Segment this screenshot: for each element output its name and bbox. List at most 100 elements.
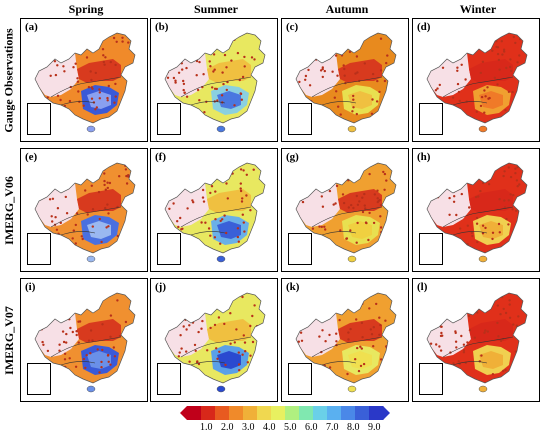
station-dot [299,168,303,172]
station-dot [318,299,321,303]
station-dot [491,237,494,241]
station-dot [448,367,451,370]
station-dot [87,294,91,298]
station-dot [383,188,386,191]
station-dot [387,355,390,358]
station-dot [98,217,102,221]
station-dot [172,202,175,205]
station-dot [221,71,224,74]
panel-label: (h) [417,151,431,163]
station-dot [68,308,71,312]
station-dot [74,62,77,65]
south-china-sea-inset [157,363,181,395]
station-dot [518,54,521,57]
station-dot [241,353,244,356]
colorbar-segment [243,406,258,420]
station-dot [363,62,366,65]
column-title-spring: Spring [68,2,104,16]
station-dot [55,228,59,231]
station-dot [323,225,326,228]
station-dot [460,63,463,66]
station-dot [459,227,462,230]
station-dot [220,94,224,97]
station-dot [367,238,370,242]
station-dot [250,56,254,59]
station-dot [87,86,91,89]
station-dot [300,339,304,342]
station-dot [202,200,206,203]
station-dot [505,66,508,70]
station-dot [457,360,460,363]
station-dot [109,314,113,317]
station-dot [507,199,510,202]
station-dot [464,78,467,81]
station-dot [382,170,385,174]
station-dot [107,212,110,215]
region-west-sparse [35,183,79,227]
station-dot [188,176,191,179]
station-dot [227,33,230,37]
station-dot [379,358,383,361]
station-dot [96,348,99,351]
hainan-island [478,125,488,133]
station-dot [252,168,255,171]
station-dot [379,69,383,72]
country-outline [34,162,136,254]
precipitation-map [295,32,397,133]
station-dot [230,59,233,62]
station-dot [456,175,459,178]
hainan-island [86,385,96,393]
hainan-island [216,385,226,393]
station-dot [62,65,65,68]
station-dot [363,192,366,196]
precipitation-map [34,162,136,263]
station-dot [54,216,57,219]
station-dot [440,51,443,54]
station-dot [177,225,180,229]
station-dot [319,34,322,37]
station-dot [94,71,98,75]
station-dot [439,349,443,352]
climate-zone-boundary [50,336,122,366]
station-dot [436,87,439,90]
region-west-sparse [427,313,471,357]
station-dot [46,349,50,353]
station-dot [434,89,438,92]
station-dot [94,108,97,111]
station-dot [236,235,240,239]
station-dot [51,197,55,200]
station-dot [323,69,326,73]
station-dot [38,223,42,226]
station-dot [496,304,499,307]
station-dot [74,242,77,245]
station-dot [350,203,353,207]
station-dot [321,373,325,376]
station-dot [103,63,106,66]
station-dot [106,203,109,206]
region-west-sparse [427,53,471,97]
station-dot [65,212,69,215]
station-dot [207,227,211,230]
station-dot [462,351,466,354]
station-dot [243,341,247,344]
climate-zone-boundary [180,336,252,366]
colorbar-tick-label: 8.0 [347,422,360,433]
station-dot [495,45,498,49]
station-dot [328,366,332,369]
station-dot [116,299,119,302]
station-dot [448,213,451,216]
station-dot [53,60,57,63]
station-dot [303,314,306,317]
station-dot [358,164,361,168]
station-dot [508,299,511,302]
station-dot [487,302,491,305]
station-dot [124,106,128,110]
station-dot [358,200,361,203]
station-dot [481,232,485,235]
station-dot [455,37,458,40]
station-dot [193,343,197,347]
station-dot [84,366,87,370]
station-dot [428,179,431,183]
station-dot [193,170,196,174]
station-dot [167,357,170,360]
